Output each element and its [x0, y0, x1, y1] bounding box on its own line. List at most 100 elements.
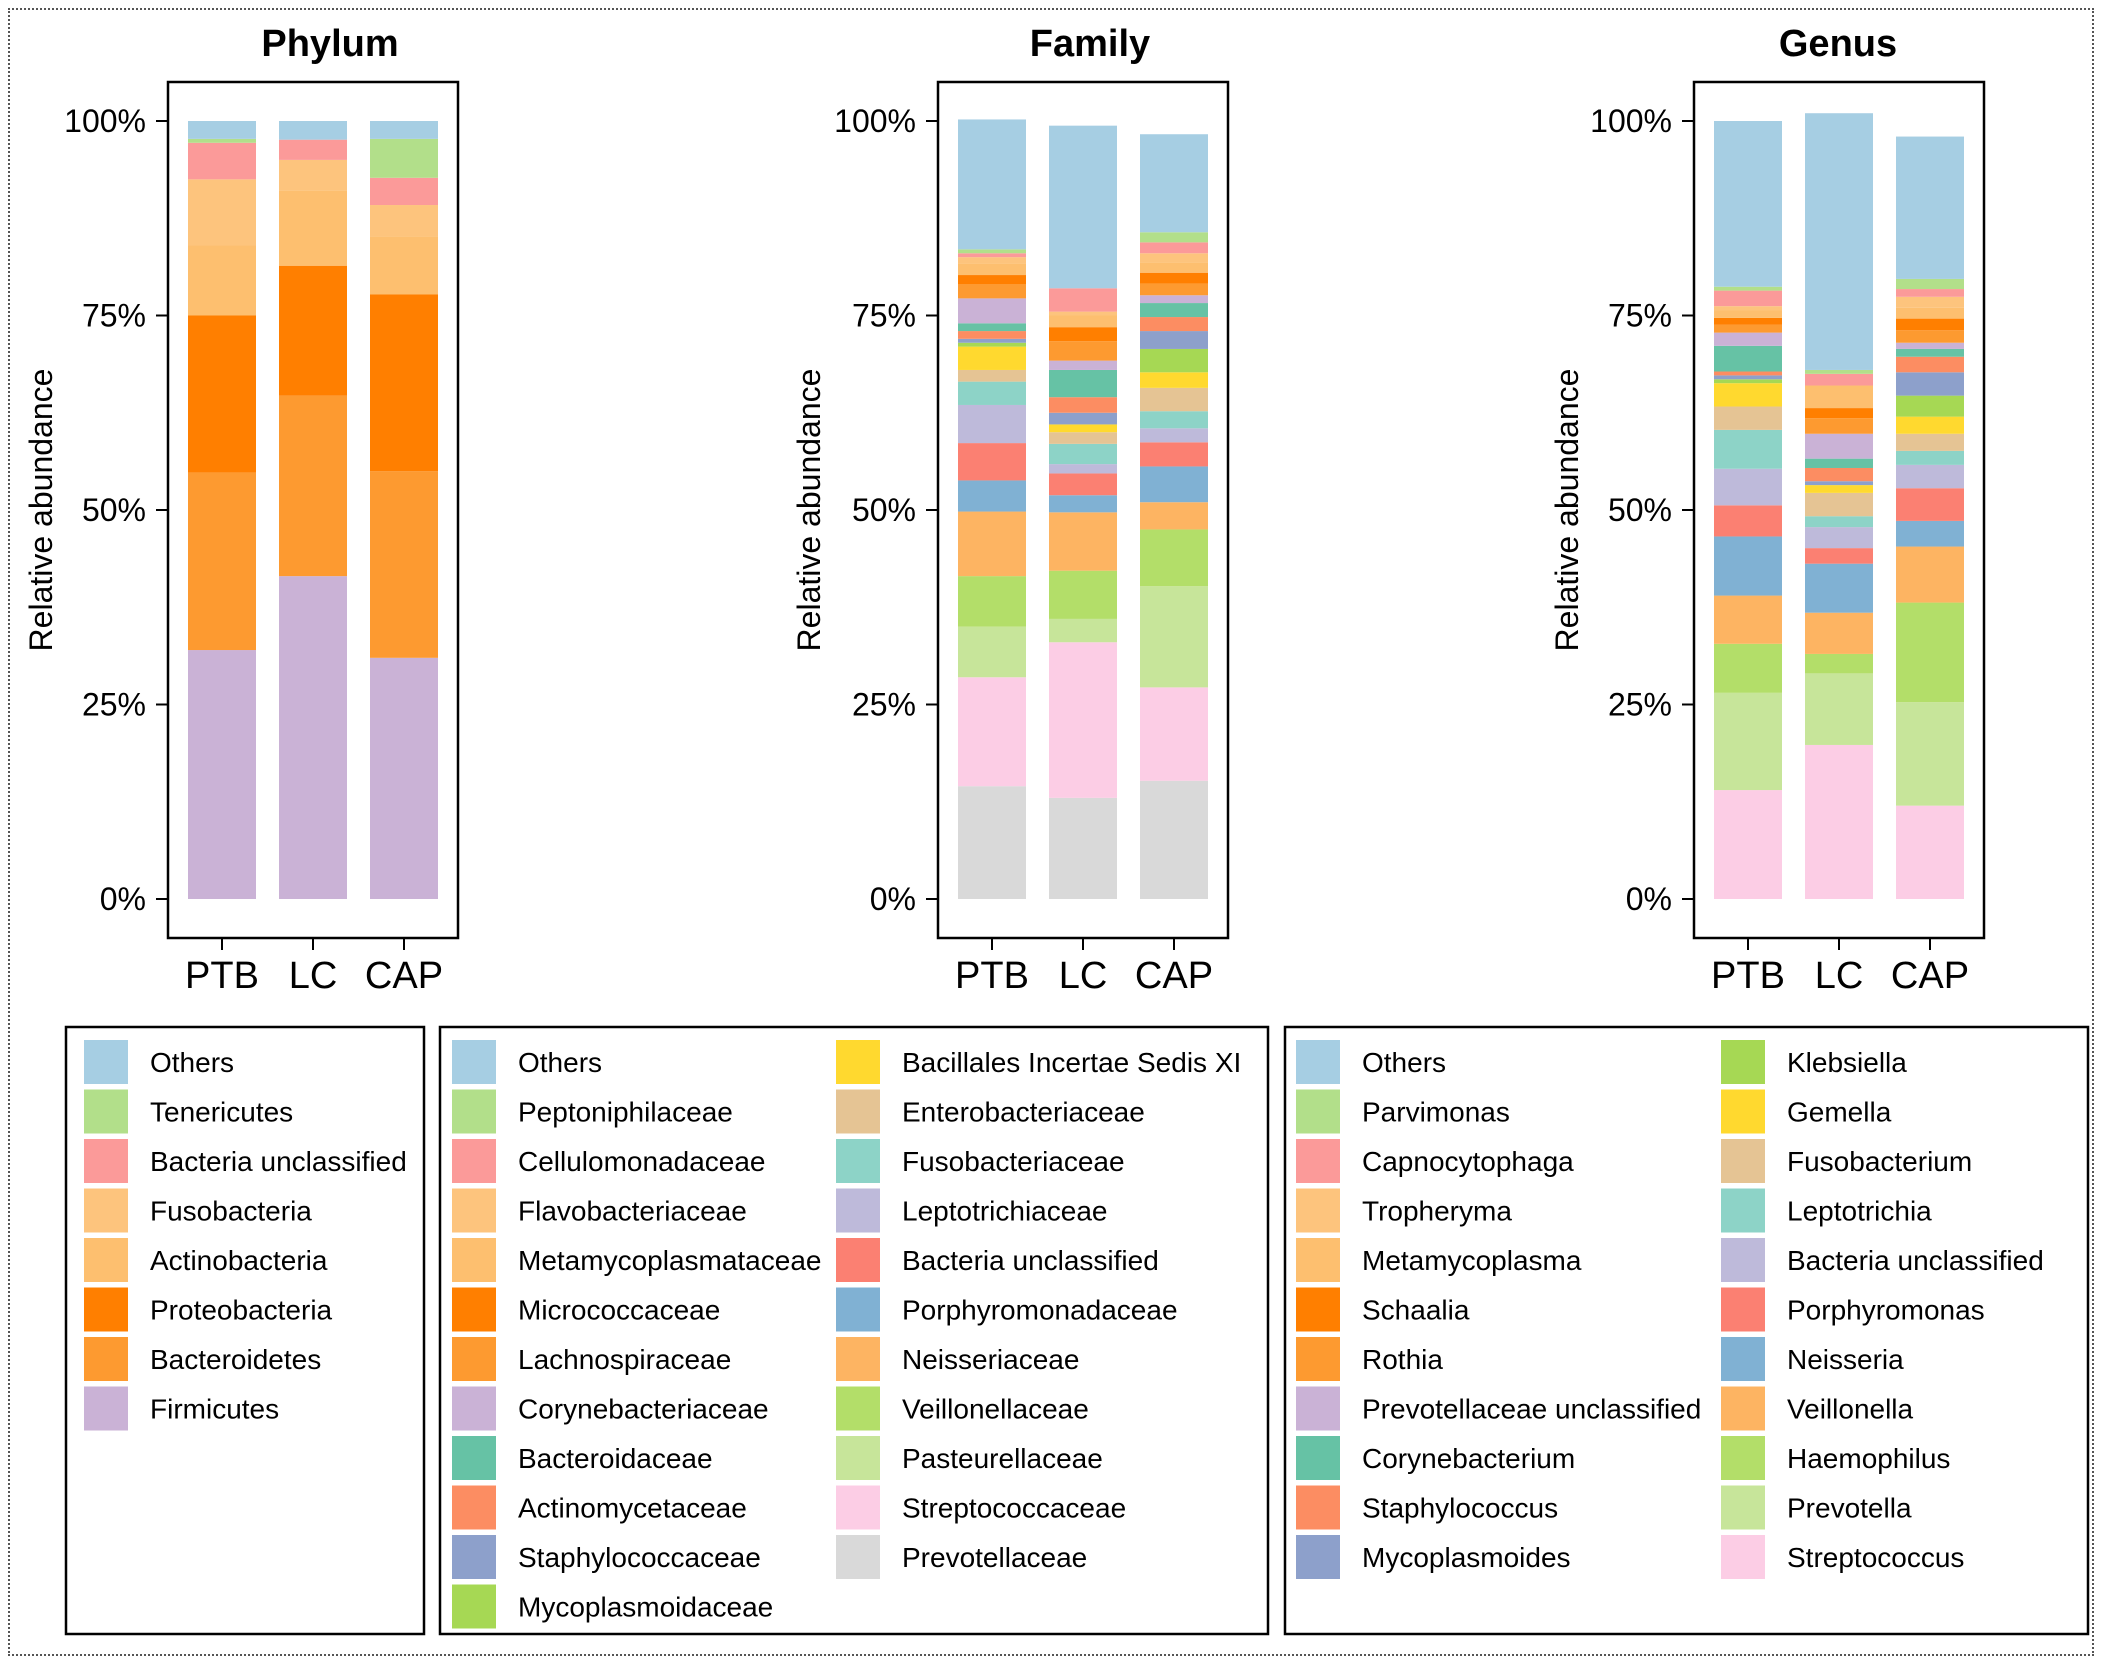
legend-swatch [1296, 1238, 1340, 1282]
legend-swatch [836, 1139, 880, 1183]
bar-segment [1714, 505, 1782, 537]
legend-item: Tropheryma [1296, 1188, 1512, 1233]
legend-swatch [84, 1337, 128, 1381]
bar-segment [1805, 744, 1873, 899]
legend-swatch [452, 1337, 496, 1381]
bar-segment [1714, 790, 1782, 899]
bar-segment [1714, 468, 1782, 506]
legend-item: Bacteria unclassified [1721, 1238, 2044, 1282]
legend-item: Corynebacterium [1296, 1436, 1575, 1480]
legend-swatch [1296, 1188, 1340, 1233]
legend-label: Staphylococcus [1362, 1493, 1558, 1524]
legend-item: Veillonella [1721, 1386, 1914, 1431]
legend-swatch [1721, 1485, 1765, 1530]
legend-label: Prevotellaceae unclassified [1362, 1394, 1701, 1425]
chart-panel-phylum: Phylum Relative abundance PTB LC CAP 0% 25% 50%… [23, 23, 460, 997]
legend-label: Tenericutes [150, 1097, 293, 1128]
bar-segment [370, 138, 438, 178]
bar-segment [1049, 315, 1117, 328]
legend-swatch [836, 1337, 880, 1381]
bar-segment [958, 284, 1026, 299]
legend-swatch [1296, 1436, 1340, 1480]
legend-label: Others [150, 1047, 234, 1078]
legend-swatch [1296, 1535, 1340, 1579]
bar-segment [1049, 570, 1117, 619]
legend-swatch [1296, 1089, 1340, 1134]
bar-segment [1714, 317, 1782, 325]
bar-segment [370, 657, 438, 899]
chart-title: Phylum [261, 23, 398, 65]
legend-swatch [452, 1485, 496, 1530]
bar-segment [1805, 563, 1873, 613]
legend-swatch [1721, 1337, 1765, 1381]
bar-segment [1805, 113, 1873, 370]
bar-segment [1896, 348, 1964, 357]
y-tick-label: 0% [100, 881, 146, 917]
legend-swatch [84, 1188, 128, 1233]
legend-item: Actinobacteria [84, 1238, 328, 1282]
legend-swatch [84, 1287, 128, 1332]
bar-segment [1049, 618, 1117, 643]
bar-segment [1896, 602, 1964, 703]
legend-item: Metamycoplasmataceae [452, 1238, 821, 1282]
bar-segment [1714, 429, 1782, 469]
bar-segment [1140, 372, 1208, 388]
bar-segment [1140, 502, 1208, 530]
bar-segment [1896, 546, 1964, 603]
bar-segment [1140, 295, 1208, 304]
bar-segment [1049, 495, 1117, 513]
x-tick-label: CAP [1891, 955, 1969, 997]
x-tick-label: PTB [1711, 955, 1785, 997]
chart-panel-genus: Genus Relative abundance PTB LC CAP 0% 25% 50% 7… [1549, 23, 1986, 997]
legend-swatch [1721, 1436, 1765, 1480]
bar-segment [1896, 330, 1964, 343]
bar-segment [1896, 372, 1964, 396]
bar-segment [958, 263, 1026, 276]
legend-label: Fusobacteriaceae [902, 1146, 1125, 1177]
legend-label: Prevotellaceae [902, 1542, 1087, 1573]
legend-label: Porphyromonadaceae [902, 1295, 1178, 1326]
y-tick-label: 100% [834, 103, 916, 139]
y-tick-label: 100% [1590, 103, 1672, 139]
bar-segment [1140, 232, 1208, 243]
bar-segment [958, 331, 1026, 339]
bar-segment [958, 253, 1026, 258]
legend-swatch [452, 1386, 496, 1431]
legend-frame [1283, 1025, 2090, 1636]
legend-label: Corynebacterium [1362, 1443, 1575, 1474]
legend-item: Others [84, 1040, 234, 1084]
bar-segment [1805, 612, 1873, 654]
bar-segment [279, 159, 347, 191]
bar-segment [958, 626, 1026, 678]
bar-segment [1805, 653, 1873, 674]
legend-label: Flavobacteriaceae [518, 1196, 747, 1227]
legend-label: Metamycoplasmataceae [518, 1245, 821, 1276]
legend-swatch [1721, 1188, 1765, 1233]
legend-item: Proteobacteria [84, 1287, 333, 1332]
legend-swatch [452, 1089, 496, 1134]
bar-segment [958, 404, 1026, 444]
legend-item: Bacteria unclassified [84, 1139, 407, 1183]
bar-segment [1049, 125, 1117, 289]
legend-label: Firmicutes [150, 1394, 279, 1425]
legend-label: Mycoplasmoides [1362, 1542, 1571, 1573]
legend-swatch [836, 1436, 880, 1480]
legend-item: Parvimonas [1296, 1089, 1510, 1134]
bar-segment [1714, 375, 1782, 380]
bar-segment [1896, 342, 1964, 349]
legend-swatch [452, 1535, 496, 1579]
y-tick-label: 100% [64, 103, 146, 139]
bar-segment [188, 472, 256, 651]
legend-label: Rothia [1362, 1344, 1443, 1375]
legend-swatch [452, 1040, 496, 1084]
bar-segment [1805, 385, 1873, 409]
legend-swatch [1296, 1287, 1340, 1332]
bar-segment [1140, 262, 1208, 273]
bar-segment [1805, 467, 1873, 482]
legend-label: Fusobacterium [1787, 1146, 1972, 1177]
legend-genus: Others Parvimonas Capnocytophaga Tropheryma… [1283, 1025, 2090, 1636]
bar-segment [279, 576, 347, 899]
bar-segment [1896, 805, 1964, 899]
legend-swatch [1721, 1386, 1765, 1431]
bar-segment [1714, 383, 1782, 407]
